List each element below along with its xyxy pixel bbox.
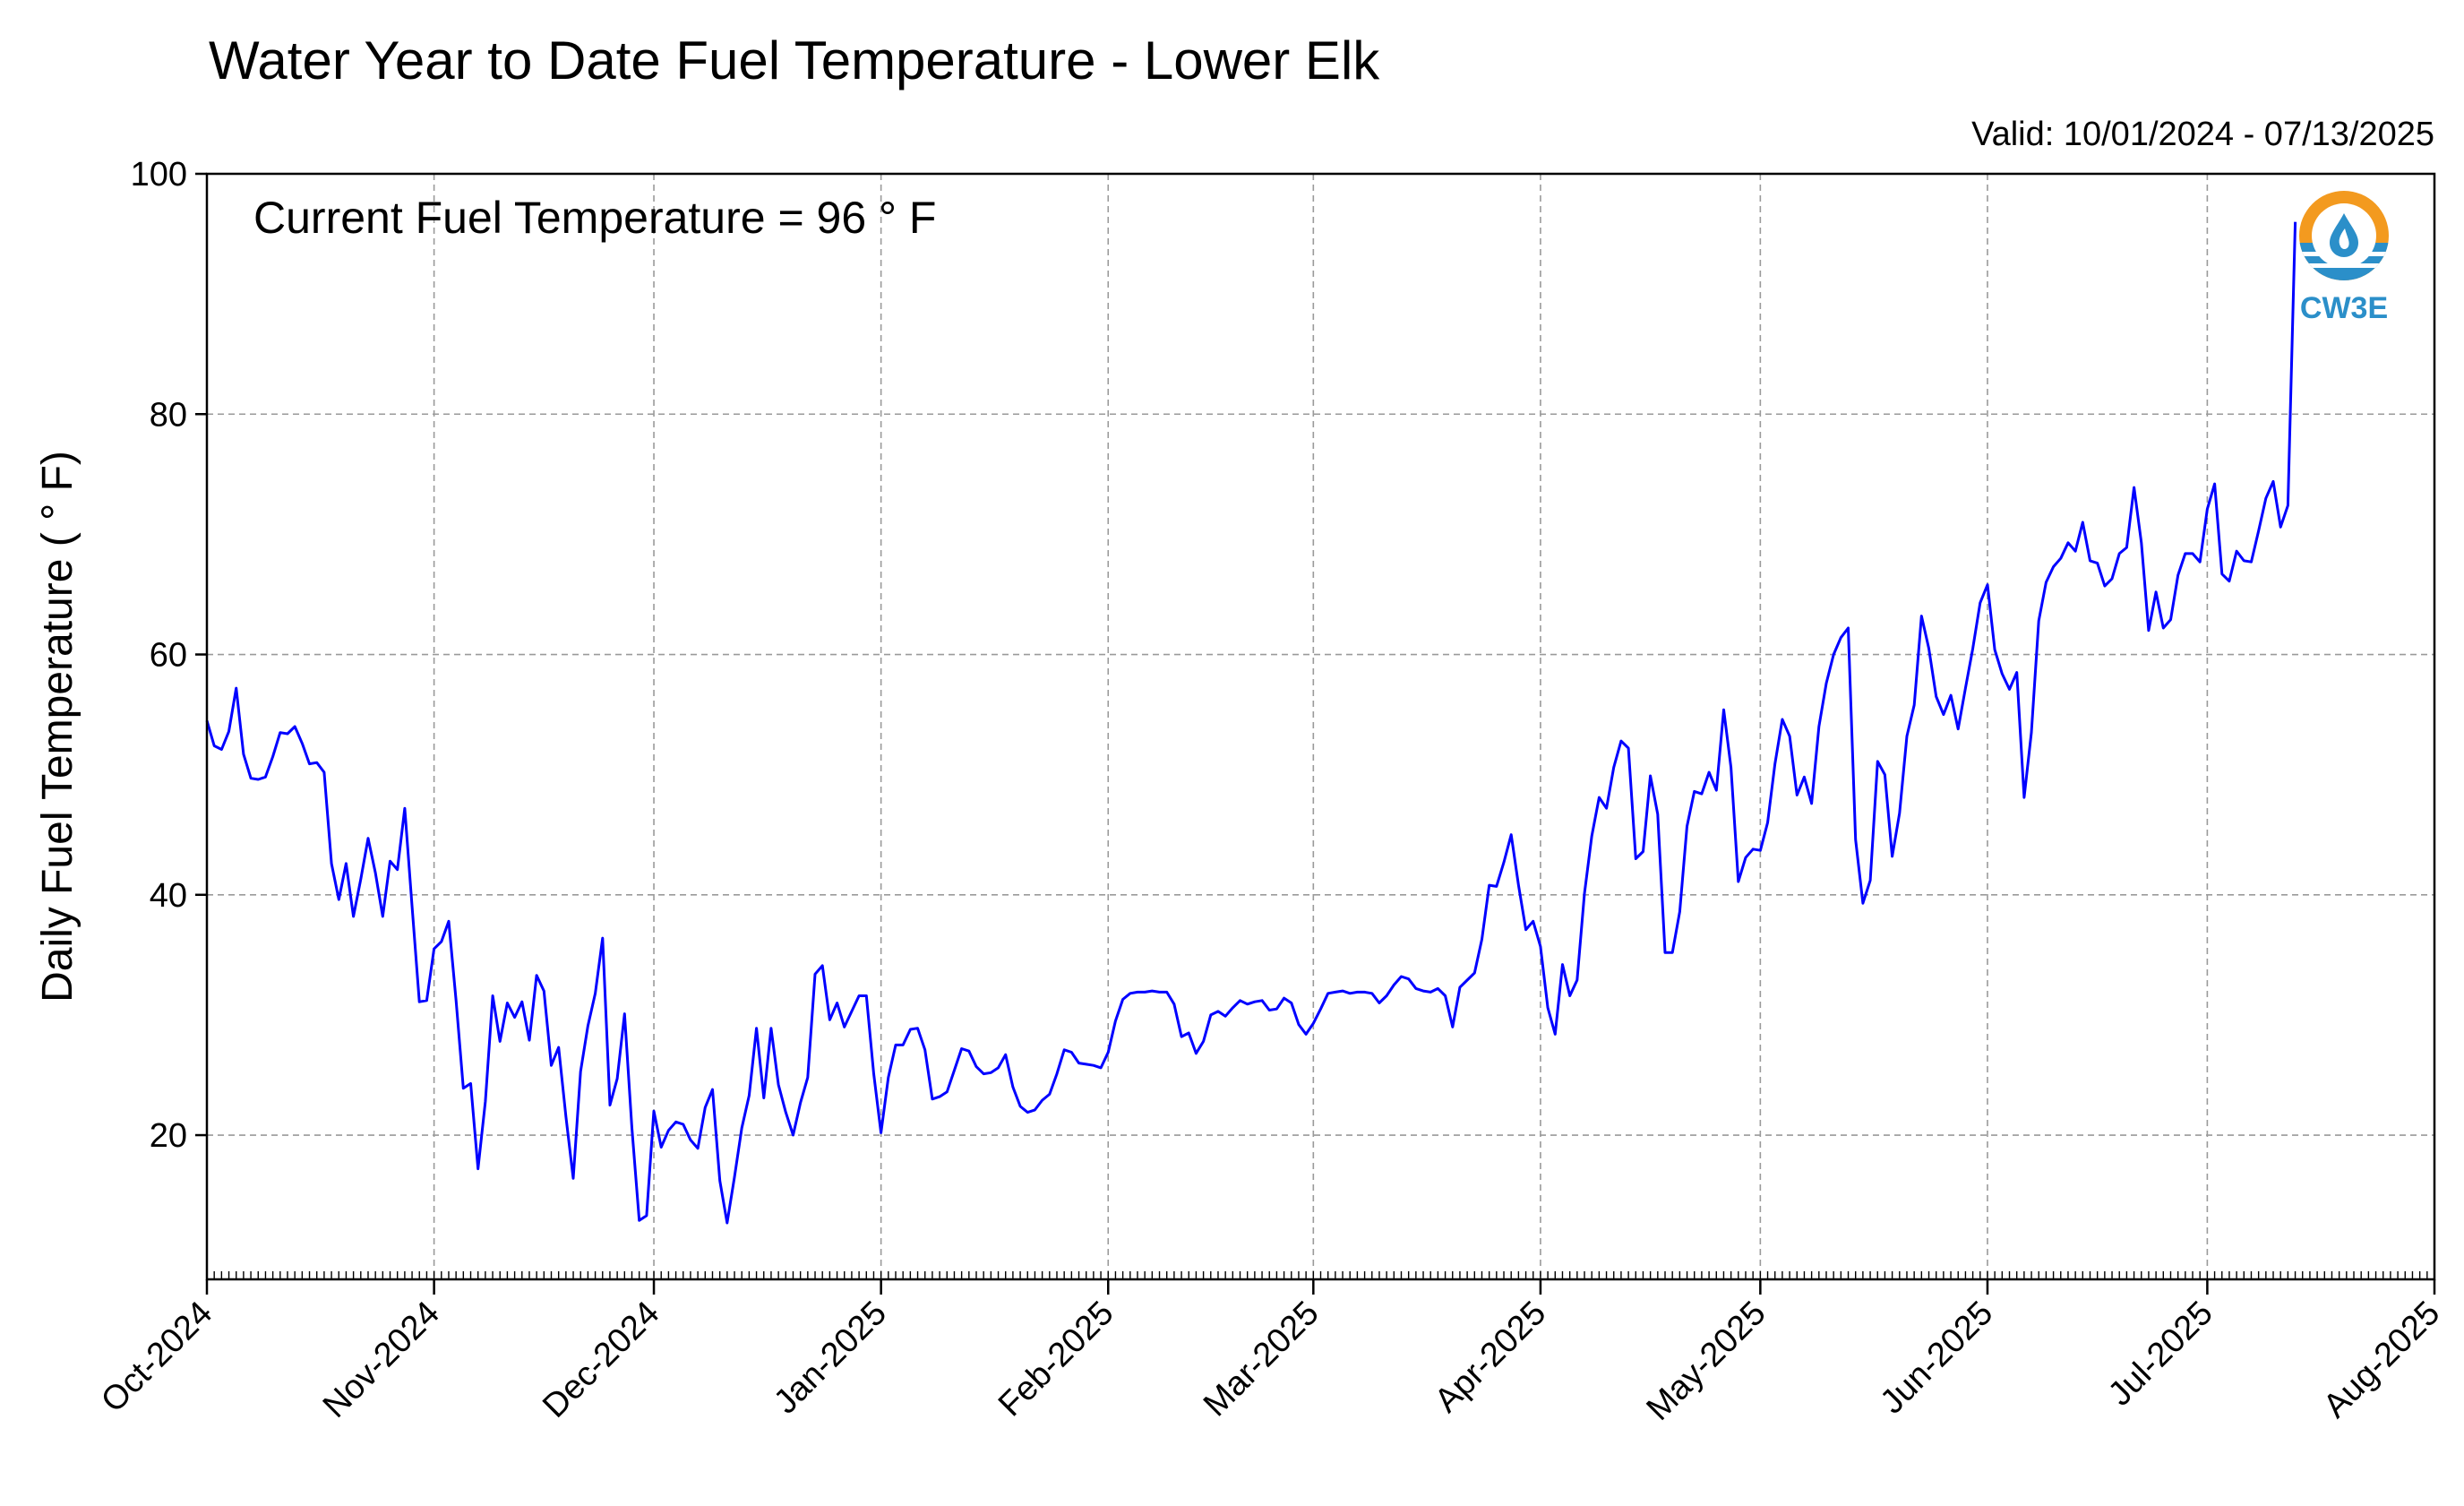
y-tick-label: 40 (150, 877, 187, 915)
x-tick-label: Jan-2025 (767, 1295, 894, 1422)
minor-ticks (206, 1271, 2435, 1279)
x-tick-label: Jul-2025 (2101, 1295, 2220, 1414)
x-tick-label: Apr-2025 (1428, 1295, 1553, 1420)
x-tick-label: Jun-2025 (1874, 1295, 2001, 1422)
major-ticks (195, 172, 2436, 1295)
x-tick-label: Aug-2025 (2316, 1295, 2447, 1425)
x-tick-label: Oct-2024 (94, 1295, 219, 1420)
x-tick-label: Nov-2024 (316, 1295, 447, 1425)
x-tick-label: Feb-2025 (992, 1295, 1121, 1424)
logo-text: CW3E (2300, 291, 2388, 325)
x-tick-label: Dec-2024 (536, 1295, 666, 1425)
series-line-fuel-temperature (205, 221, 2297, 1225)
chart-title: Water Year to Date Fuel Temperature - Lo… (209, 30, 1380, 90)
grid-lines (207, 174, 2434, 1279)
x-tick-label: May-2025 (1640, 1295, 1773, 1428)
y-tick-labels: 20 40 60 80 100 (131, 156, 187, 1155)
plot-frame (205, 172, 2436, 1281)
current-temperature-annotation: Current Fuel Temperature = 96 ° F (253, 193, 936, 243)
y-tick-label: 80 (150, 396, 187, 434)
x-tick-label: Mar-2025 (1197, 1295, 1326, 1424)
y-axis-label: Daily Fuel Temperature ( ° F) (34, 451, 82, 1003)
flame-icon (2339, 228, 2349, 249)
y-tick-label: 100 (131, 156, 187, 194)
x-tick-labels: Oct-2024 Nov-2024 Dec-2024 Jan-2025 Feb-2025… (94, 1295, 2447, 1428)
y-tick-label: 60 (150, 637, 187, 675)
valid-date-range: Valid: 10/01/2024 - 07/13/2025 (1971, 116, 2434, 153)
cw3e-logo: CW3E (2299, 191, 2389, 325)
y-tick-label: 20 (150, 1117, 187, 1155)
